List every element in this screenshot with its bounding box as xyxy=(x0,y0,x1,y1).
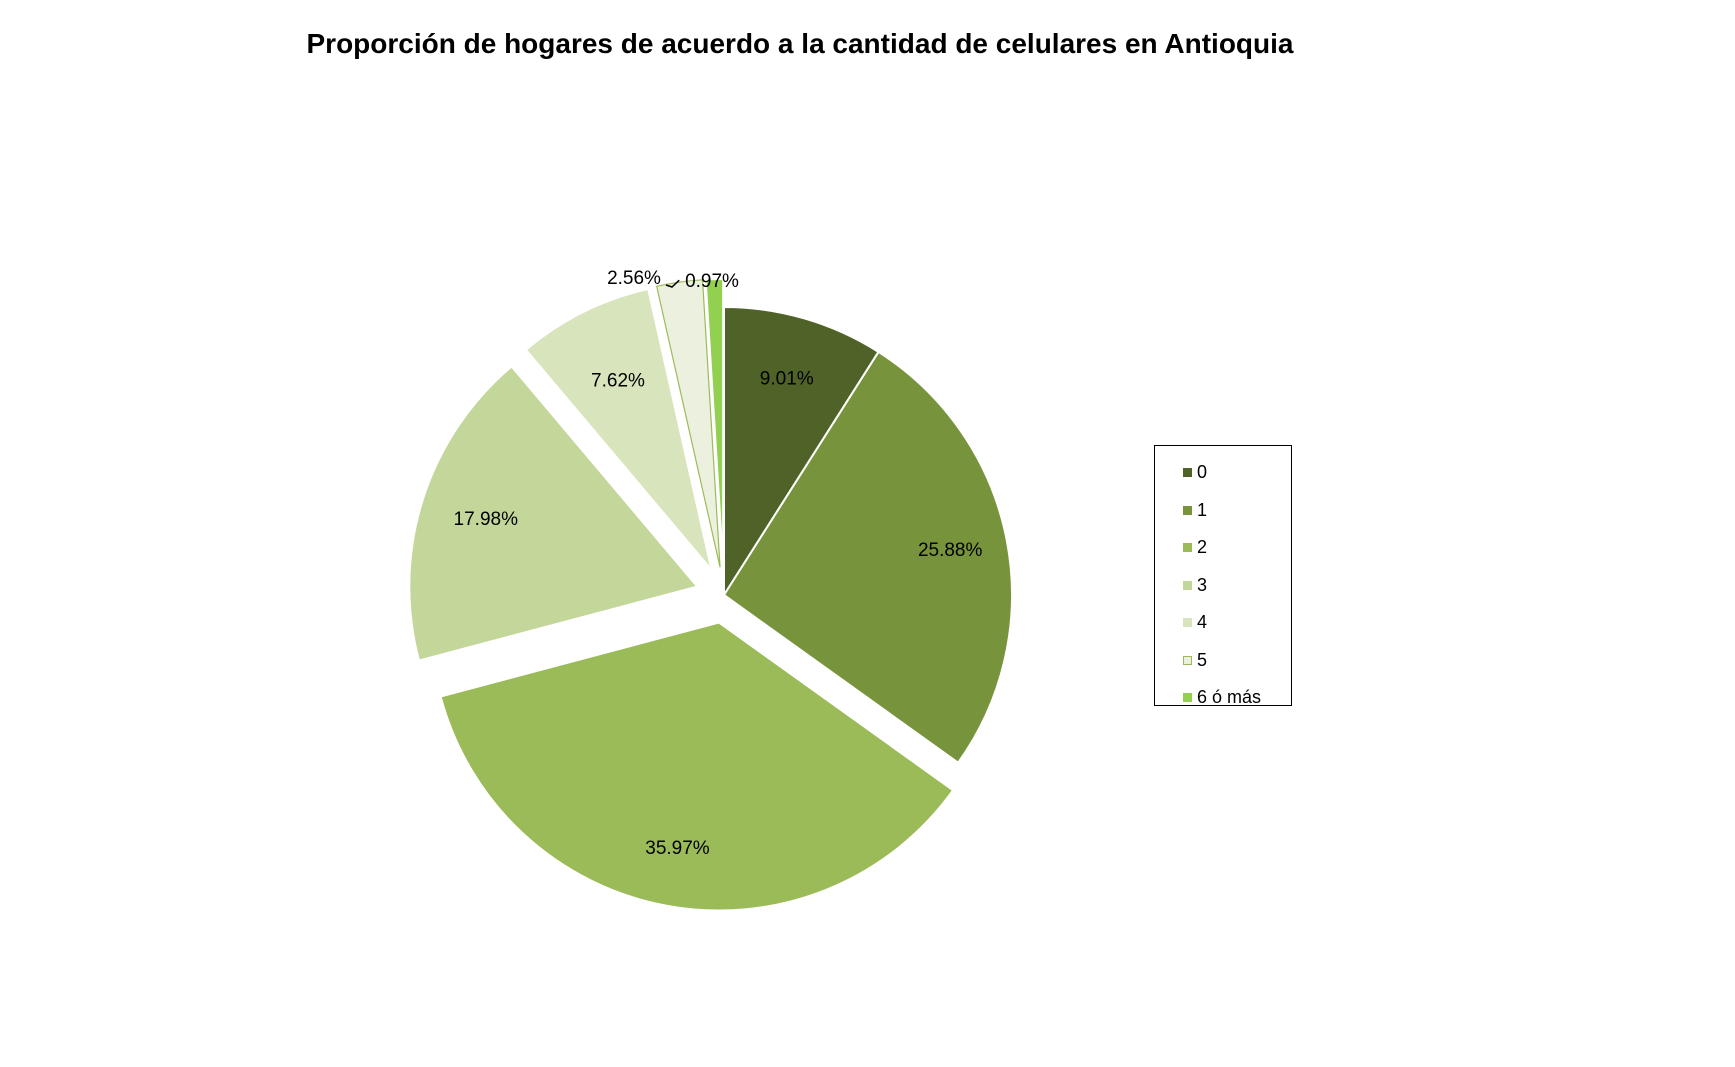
legend-label: 3 xyxy=(1197,574,1208,595)
legend-item-0: 0 xyxy=(1155,454,1291,492)
chart-title: Proporción de hogares de acuerdo a la ca… xyxy=(306,28,1294,59)
data-label-3: 17.98% xyxy=(454,509,519,530)
legend: 0 1 2 3 4 5 6 ó más xyxy=(1154,445,1292,707)
data-label-6-ó-más: 0.97% xyxy=(685,271,739,292)
legend-label: 2 xyxy=(1197,537,1208,558)
pie-slice-4 xyxy=(524,287,713,571)
pie-slice-6-ó-más xyxy=(704,278,725,568)
legend-label: 0 xyxy=(1197,462,1208,483)
pie-data-labels: 9.01% 25.88% 35.97% 17.98% 7.62% 2.56% 0.97% xyxy=(454,268,983,859)
legend-label: 1 xyxy=(1197,499,1208,520)
legend-label: 6 ó más xyxy=(1197,687,1262,708)
legend-item-4: 4 xyxy=(1155,604,1291,642)
data-label-5: 2.56% xyxy=(607,268,661,289)
pie-slice-1 xyxy=(722,350,1014,765)
pie-slice-5 xyxy=(655,279,721,568)
legend-item-1: 1 xyxy=(1155,492,1291,530)
legend-item-3: 3 xyxy=(1155,567,1291,605)
leader-line-5 xyxy=(665,279,680,288)
legend-swatch xyxy=(1183,693,1192,703)
data-label-4: 7.62% xyxy=(591,371,645,392)
legend-label: 5 xyxy=(1197,649,1208,670)
legend-swatch xyxy=(1183,618,1192,628)
pie-slice-3 xyxy=(408,365,700,662)
legend-swatch xyxy=(1183,505,1192,515)
pie-slices xyxy=(408,278,1014,912)
legend-swatch xyxy=(1183,468,1192,478)
pie-slice-0 xyxy=(723,305,880,599)
data-label-2: 35.97% xyxy=(645,838,710,859)
legend-swatch xyxy=(1183,543,1192,553)
legend-swatch xyxy=(1183,580,1192,590)
data-label-0: 9.01% xyxy=(760,368,814,389)
legend-swatch xyxy=(1183,655,1192,665)
legend-label: 4 xyxy=(1197,612,1208,633)
legend-item-2: 2 xyxy=(1155,529,1291,567)
data-label-1: 25.88% xyxy=(918,540,983,561)
legend-item-5: 5 xyxy=(1155,642,1291,680)
pie-slice-2 xyxy=(439,621,955,912)
legend-item-6-ó-más: 6 ó más xyxy=(1155,679,1291,717)
